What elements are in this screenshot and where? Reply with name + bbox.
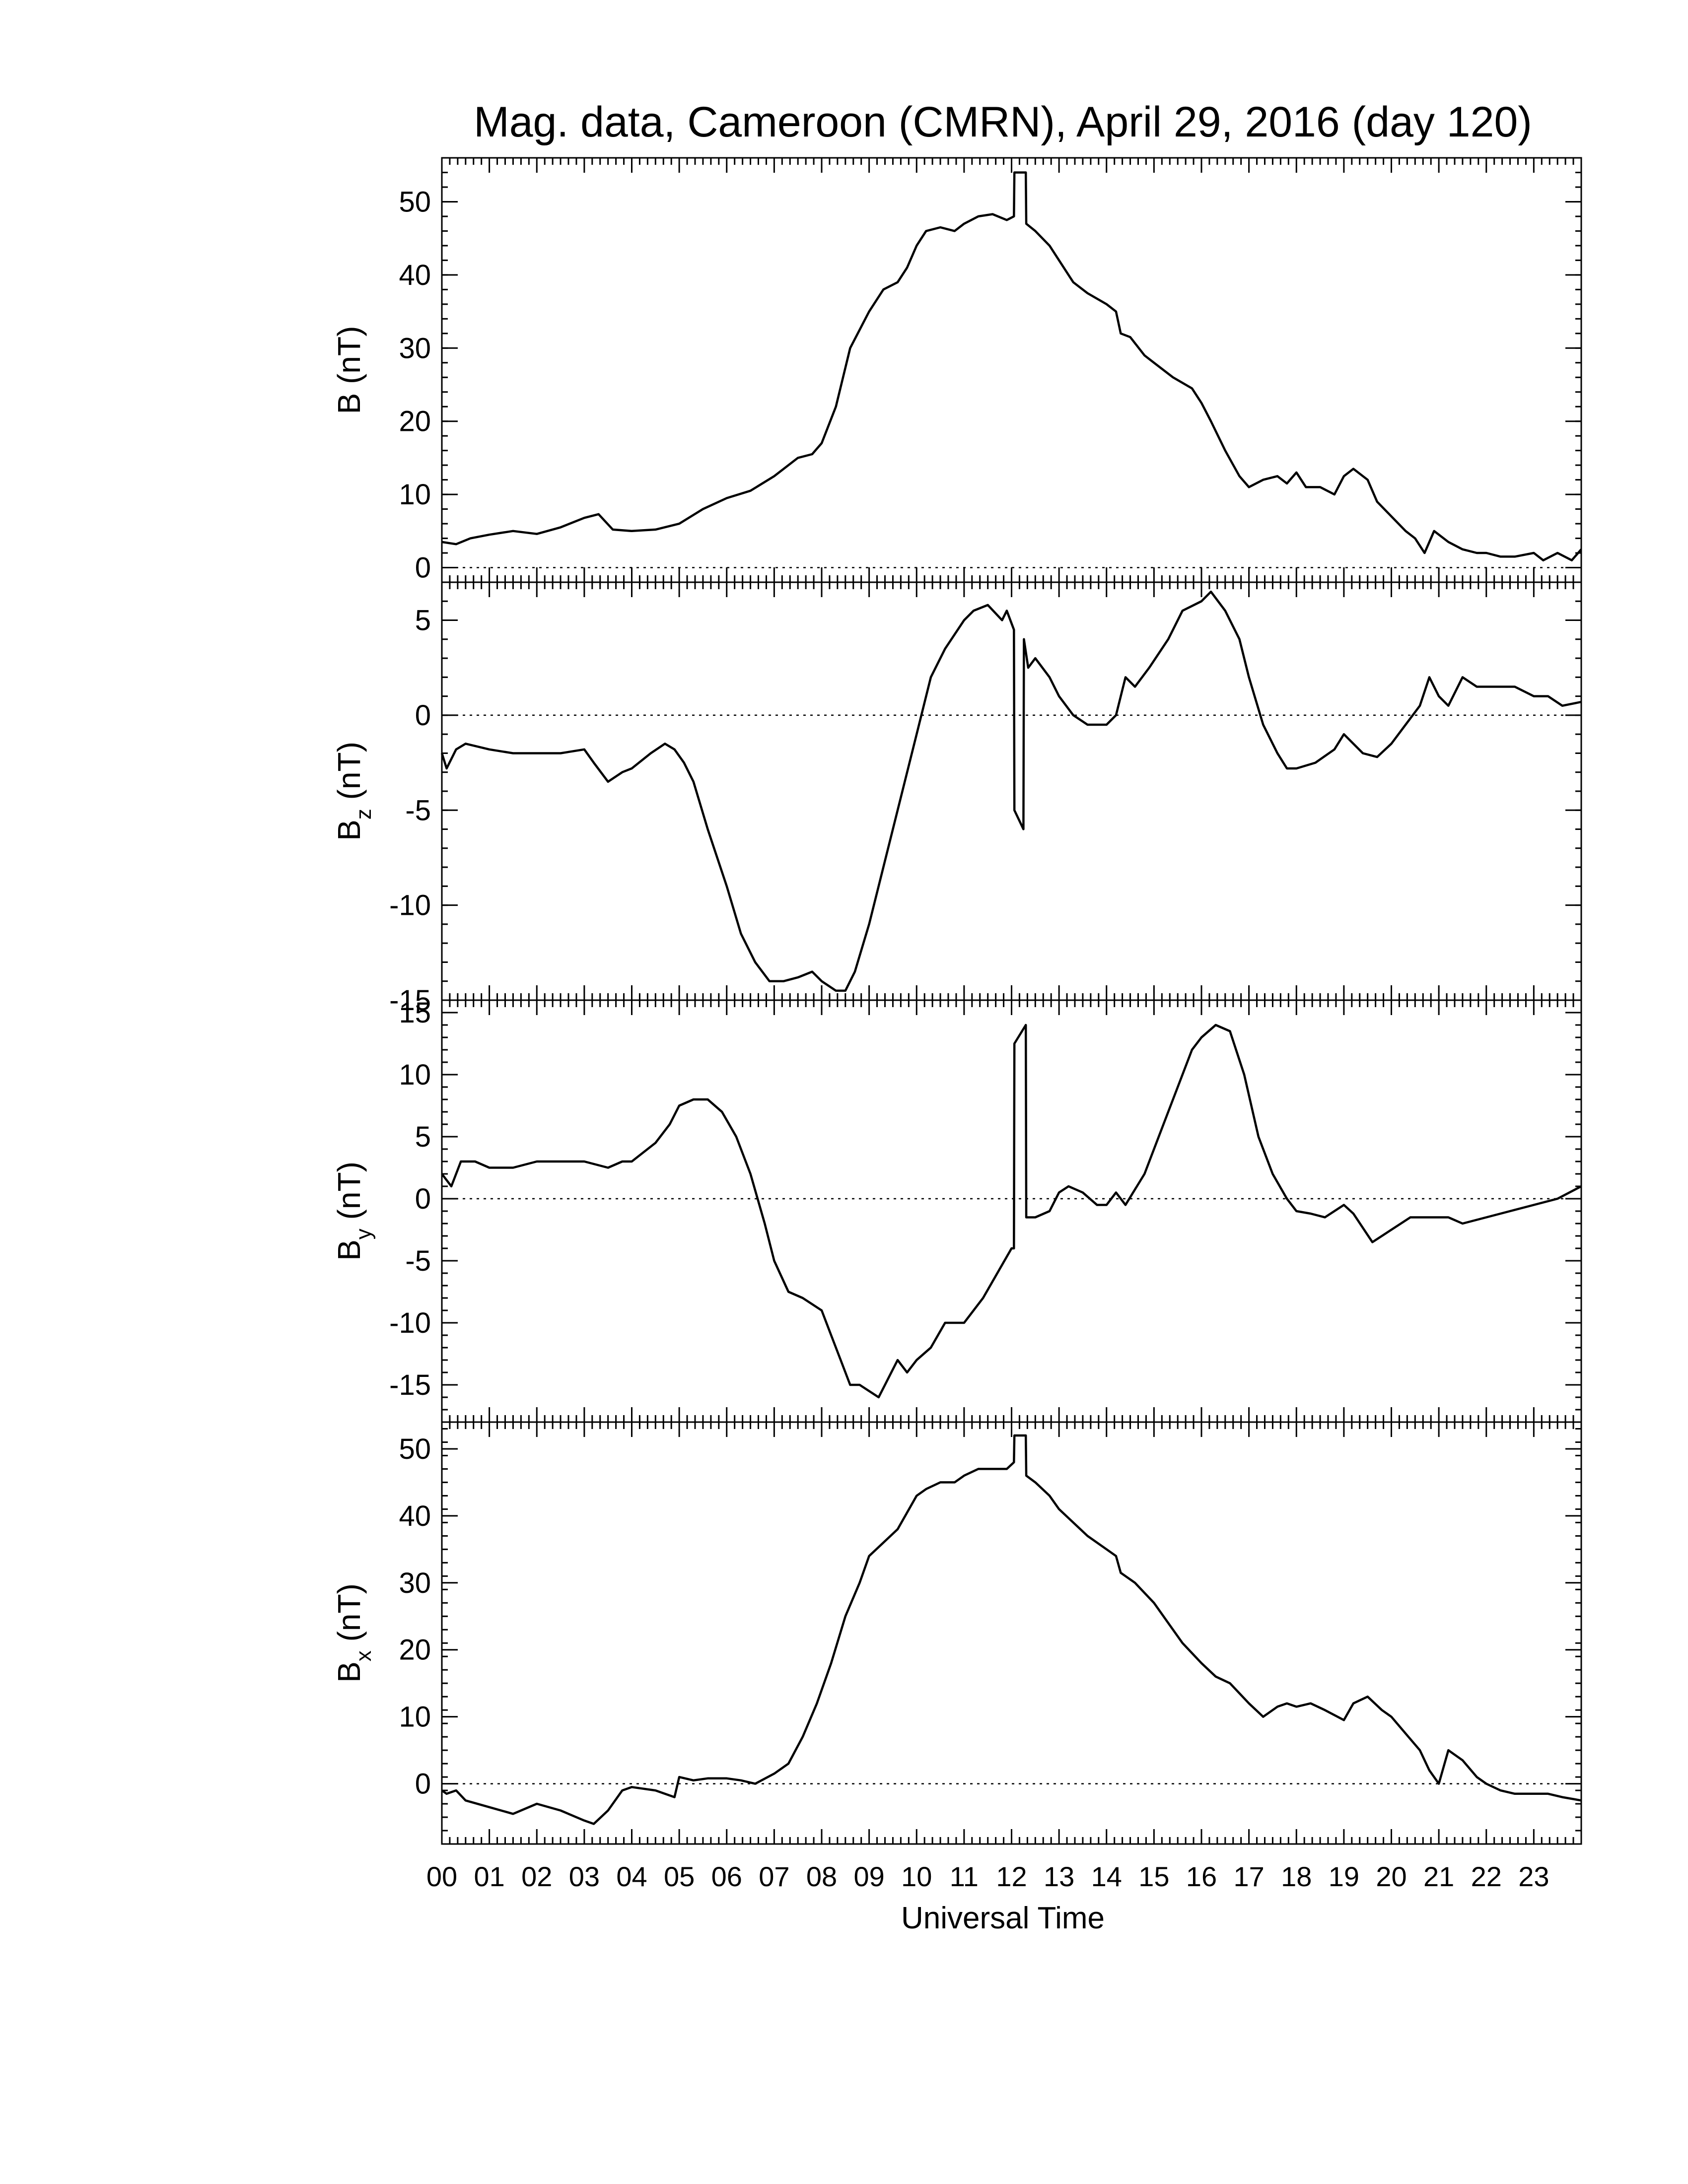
y-tick-label: 0	[415, 1183, 431, 1215]
x-tick-label: 18	[1281, 1861, 1312, 1892]
x-tick-label: 02	[521, 1861, 552, 1892]
y-tick-label: 15	[399, 997, 431, 1029]
x-tick-label: 07	[759, 1861, 789, 1892]
panel-frame	[441, 581, 1582, 1001]
x-tick-label: 08	[806, 1861, 837, 1892]
x-axis-label: Universal Time	[901, 1901, 1105, 1935]
y-tick-label: 10	[399, 478, 431, 511]
y-axis-label-main: B	[331, 1239, 367, 1261]
y-axis-label-unit: (nT)	[331, 742, 367, 809]
y-axis-label-sub: x	[352, 1650, 376, 1661]
x-tick-label: 14	[1091, 1861, 1122, 1892]
panel-b: 0 10 20 30 40 50 B (nT)	[331, 157, 1582, 584]
y-tick-label: -10	[389, 1307, 431, 1339]
y-axis-label-sub: z	[352, 809, 376, 819]
panel-frame	[441, 1421, 1582, 1845]
y-axis-label-main: B	[331, 819, 367, 841]
y-axis-label-unit: (nT)	[331, 1583, 367, 1650]
y-tick-label: 5	[415, 1121, 431, 1153]
y-axis-label: Bx (nT)	[331, 1583, 376, 1683]
x-tick-label: 03	[569, 1861, 600, 1892]
series-line-by	[441, 1024, 1582, 1399]
y-tick-label: 20	[399, 406, 431, 438]
panel-frame	[441, 157, 1582, 583]
y-tick-label: 10	[399, 1701, 431, 1733]
y-tick-label: 0	[415, 552, 431, 584]
x-tick-label: 12	[996, 1861, 1027, 1892]
y-tick-label: 30	[399, 332, 431, 364]
panel-bx: 50 40 30 20 10 0 Bx (nT)	[331, 1421, 1582, 1845]
x-tick-label: 15	[1138, 1861, 1169, 1892]
y-tick-label: 5	[415, 605, 431, 637]
x-tick-label: 01	[474, 1861, 504, 1892]
y-axis-label: B (nT)	[331, 326, 367, 414]
y-tick-label: -15	[389, 1369, 431, 1401]
x-tick-label: 13	[1044, 1861, 1074, 1892]
y-tick-label: 50	[399, 1433, 431, 1465]
y-tick-label: 10	[399, 1059, 431, 1091]
x-tick-labels: 00 01 02 03 04 05 06 07 08 09 10 11 12 13 14 15 16 17 18 19…	[426, 1861, 1549, 1892]
x-tick-label: 00	[426, 1861, 457, 1892]
panel-bz: 5 0 -5 -10 -15 Bz (nT)	[331, 581, 1582, 1017]
x-tick-label: 17	[1233, 1861, 1264, 1892]
y-tick-label: 0	[415, 1768, 431, 1800]
series-line-bx	[441, 1434, 1582, 1825]
x-tick-label: 22	[1471, 1861, 1502, 1892]
x-tick-label: 09	[853, 1861, 884, 1892]
x-tick-label: 04	[616, 1861, 647, 1892]
series-line-b	[441, 171, 1582, 562]
y-tick-label: -10	[389, 889, 431, 922]
y-axis-label-sub: y	[352, 1228, 376, 1239]
y-axis-label: By (nT)	[331, 1161, 376, 1261]
series-line-bz	[440, 590, 1582, 992]
y-tick-label: 40	[399, 1500, 431, 1532]
panel-by: 15 10 5 0 -5 -10 -15 By (nT)	[331, 997, 1582, 1423]
x-tick-label: 10	[901, 1861, 932, 1892]
y-tick-label: -5	[405, 1245, 431, 1277]
x-tick-label: 21	[1423, 1861, 1454, 1892]
y-tick-label: 50	[399, 186, 431, 218]
x-tick-label: 19	[1329, 1861, 1359, 1892]
y-tick-label: -15	[389, 984, 431, 1017]
figure-title: Mag. data, Cameroon (CMRN), April 29, 20…	[474, 98, 1532, 146]
x-tick-label: 16	[1186, 1861, 1217, 1892]
x-tick-label: 05	[664, 1861, 695, 1892]
x-tick-label: 11	[950, 1861, 979, 1892]
y-tick-label: 30	[399, 1567, 431, 1599]
panel-frame	[441, 999, 1582, 1423]
y-axis-label-main: B (nT)	[331, 326, 367, 414]
y-tick-label: 40	[399, 259, 431, 291]
y-tick-label: 20	[399, 1634, 431, 1666]
y-axis-label-unit: (nT)	[331, 1161, 367, 1228]
y-tick-label: -5	[405, 794, 431, 826]
y-tick-label: 0	[415, 699, 431, 732]
y-axis-label-main: B	[331, 1661, 367, 1683]
x-tick-label: 20	[1376, 1861, 1407, 1892]
y-axis-label: Bz (nT)	[331, 742, 376, 841]
x-tick-label: 23	[1518, 1861, 1549, 1892]
x-tick-label: 06	[711, 1861, 742, 1892]
